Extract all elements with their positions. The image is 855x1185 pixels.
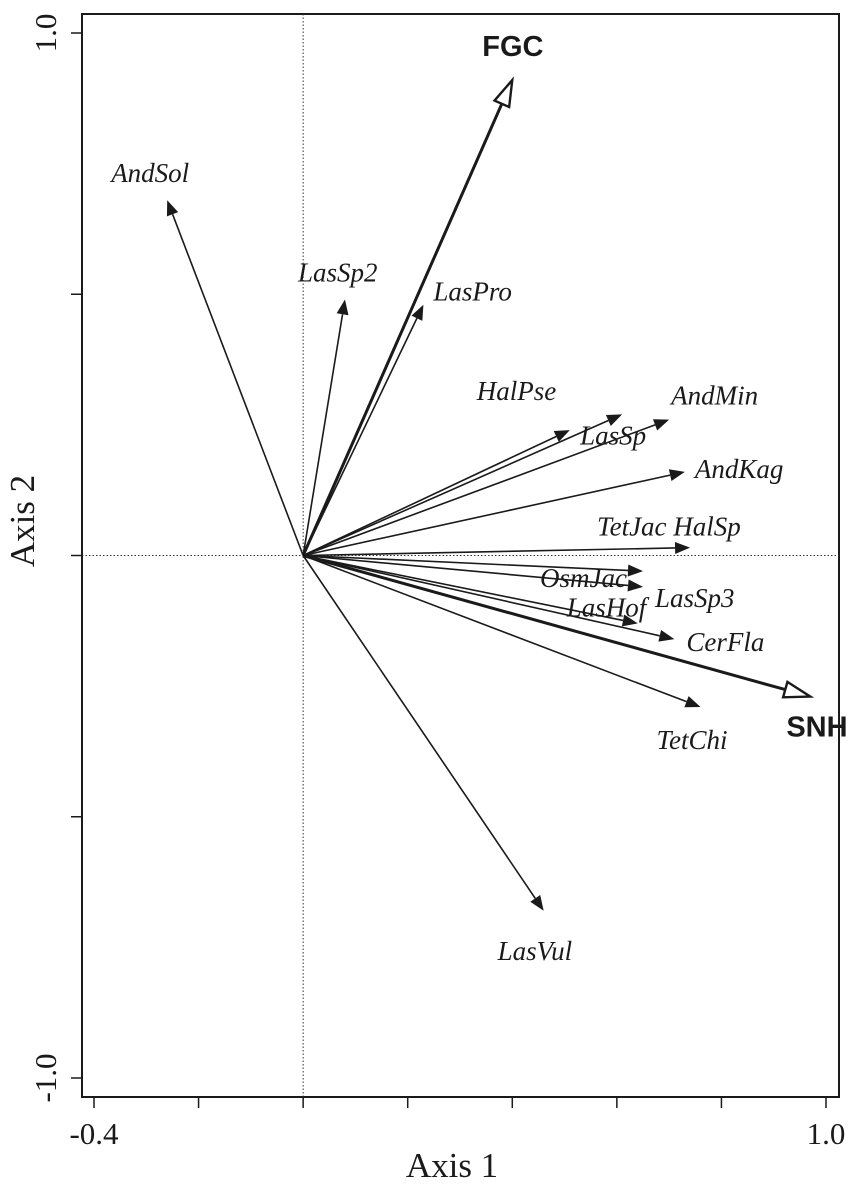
species-vectors: AndSol LasSp2 LasPro HalPse LasSp AndMin AndKa… [109,158,783,966]
species-vector-lassp2 [302,314,344,556]
species-vector-cerfla [302,554,660,637]
species-vector-andmin [302,424,656,557]
species-label-tetchi: TetChi [657,725,728,755]
env-arrowhead-fgc [492,76,514,109]
species-arrowhead-laspro [411,304,424,321]
species-vector-osmjac [303,554,629,572]
species-label-lassp: LasSp [579,420,646,450]
species-arrowhead-lasvul [530,895,544,911]
species-arrowhead-lashof [621,614,638,627]
env-label-snh: SNH [786,712,847,744]
environmental-vectors: FGC SNH [301,31,848,744]
species-arrowhead-andmin [652,419,670,431]
species-arrowhead-tetjac-halsp [674,541,691,554]
species-arrowhead-lassp [605,414,623,426]
species-arrowhead-osmjac [627,564,643,577]
species-arrowhead-andkag [668,469,685,481]
species-arrowhead-tetchi [684,696,701,708]
x-axis-label: Axis 1 [406,1146,498,1185]
species-label-cerfla: CerFla [686,627,764,657]
x-tick-label-min: -0.4 [69,1116,119,1151]
species-arrowhead-lassp2 [336,299,349,316]
species-label-lasvul: LasVul [497,936,573,966]
species-arrowhead-halpse [553,430,570,442]
y-tick-label-min: -1.0 [28,1053,63,1102]
species-label-andkag: AndKag [693,454,784,484]
species-arrowhead-lassp3 [627,579,643,592]
y-axis-label: Axis 2 [3,475,42,567]
species-vector-andsol [171,213,304,556]
axis-ticks [71,32,827,1108]
env-vector-fgc [301,103,504,557]
species-vector-tetchi [302,554,687,703]
species-label-andmin: AndMin [669,381,758,411]
species-vector-halpse [302,435,557,557]
env-label-fgc: FGC [482,31,543,63]
species-vector-lassp [302,419,609,557]
x-tick-label-max: 1.0 [807,1116,846,1151]
species-vector-andkag [302,474,671,557]
species-label-lassp3: LasSp3 [654,583,735,613]
species-arrowhead-cerfla [658,629,675,642]
species-vector-tetjac-halsp [303,547,676,557]
env-vector-snh [302,554,786,692]
species-label-lassp2: LasSp2 [297,257,378,287]
env-arrowhead-snh [781,680,815,699]
species-label-halpse: HalPse [476,376,557,406]
species-label-tetjac-halsp: TetJac HalSp [597,512,741,542]
species-vector-lassp3 [303,554,629,587]
species-arrowhead-andsol [166,200,179,217]
species-label-laspro: LasPro [432,277,512,307]
species-vector-lasvul [302,555,536,899]
species-vector-lashof [302,554,624,622]
y-tick-label-max: 1.0 [28,14,63,53]
species-label-andsol: AndSol [109,158,189,188]
